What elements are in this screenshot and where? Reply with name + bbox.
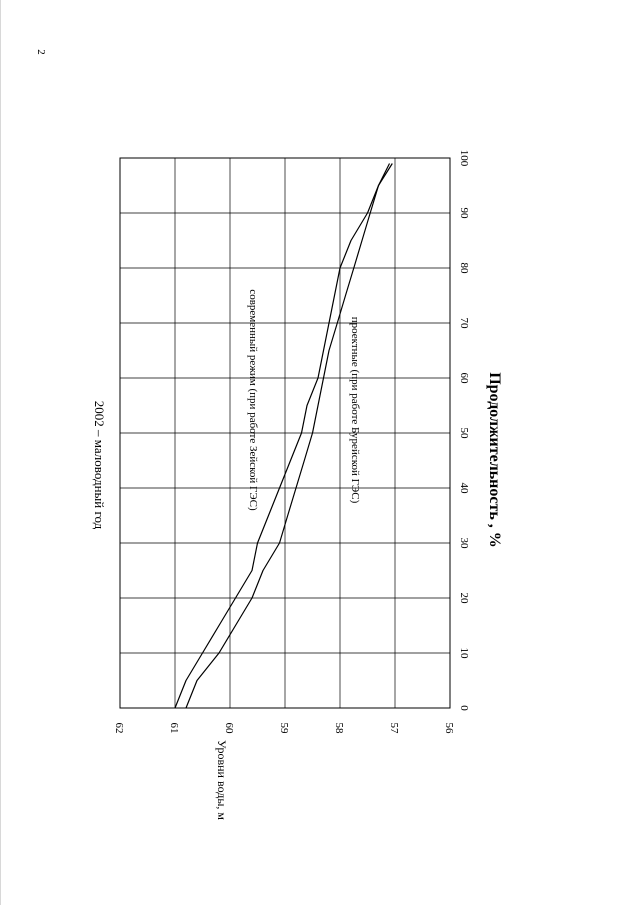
x-tick-label: 40: [458, 483, 470, 495]
x-tick-label: 90: [458, 208, 470, 220]
x-tick-label: 80: [458, 263, 470, 275]
y-axis-label: Уровни воды, м: [215, 740, 229, 820]
x-tick-label: 60: [458, 373, 470, 385]
chart-title: 2002 – маловодный год: [92, 401, 107, 530]
y-tick-label: 62: [113, 723, 125, 734]
series-label: проектные (при работе Бурейской ГЭС): [349, 317, 361, 504]
x-tick-label: 100: [458, 150, 470, 167]
x-axis-label: Продолжительность , %: [486, 372, 503, 548]
plot-frame: [119, 157, 451, 709]
series-layer: [174, 163, 393, 709]
y-tick-label: 60: [223, 723, 235, 735]
x-tick-label: 30: [458, 538, 470, 550]
y-tick-labels: 62 61 60 59 58 57 56: [113, 723, 455, 735]
page-number: 2: [35, 49, 47, 55]
y-tick-label: 56: [443, 723, 455, 735]
y-tick-label: 61: [168, 723, 180, 734]
x-tick-label: 20: [458, 593, 470, 605]
x-tick-label: 10: [458, 648, 470, 660]
series-label: современный режим (при работе Зейской ГЭ…: [247, 289, 259, 511]
series-line-0: [174, 163, 393, 709]
x-tick-label: 70: [458, 318, 470, 330]
x-tick-label: 0: [458, 705, 470, 711]
series-labels: современный режим (при работе Зейской ГЭ…: [247, 289, 361, 511]
x-tick-labels: 0 10 20 30 40 50 60 70 80 90 100: [458, 150, 470, 712]
scan-edge-line: [0, 0, 1, 905]
grid: [119, 157, 451, 709]
series-line-1: [185, 163, 391, 709]
y-tick-label: 57: [388, 723, 400, 735]
y-tick-label: 58: [333, 723, 345, 735]
plot-border: [119, 157, 451, 709]
y-tick-label: 59: [278, 723, 290, 735]
x-tick-label: 50: [458, 428, 470, 440]
